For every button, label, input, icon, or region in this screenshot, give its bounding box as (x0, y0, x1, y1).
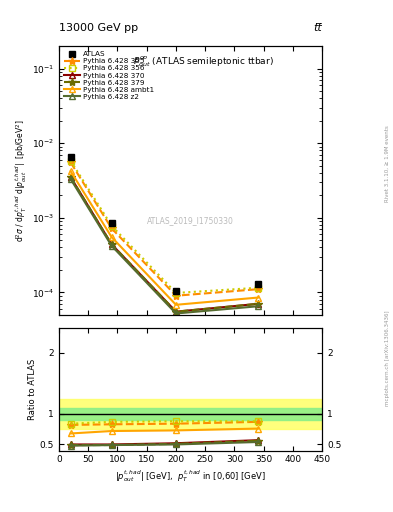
X-axis label: $|p_{out}^{t,had}|$ [GeV],  $p_T^{t,had}$ in [0,60] [GeV]: $|p_{out}^{t,had}|$ [GeV], $p_T^{t,had}$… (115, 468, 266, 484)
Text: mcplots.cern.ch [arXiv:1306.3436]: mcplots.cern.ch [arXiv:1306.3436] (385, 311, 389, 406)
Text: tt̅: tt̅ (314, 23, 322, 33)
Text: ATLAS_2019_I1750330: ATLAS_2019_I1750330 (147, 216, 234, 225)
Legend: ATLAS, Pythia 6.428 355, Pythia 6.428 356, Pythia 6.428 370, Pythia 6.428 379, P: ATLAS, Pythia 6.428 355, Pythia 6.428 35… (62, 50, 155, 101)
Y-axis label: d$^2\sigma$ / d$p_T^{t,had}$ d$|p_{out}^{t,had}|$  [pb/GeV$^2$]: d$^2\sigma$ / d$p_T^{t,had}$ d$|p_{out}^… (13, 119, 29, 242)
Text: 13000 GeV pp: 13000 GeV pp (59, 23, 138, 33)
Text: $P_{out}^{op}$ (ATLAS semileptonic ttbar): $P_{out}^{op}$ (ATLAS semileptonic ttbar… (133, 54, 274, 69)
Bar (59, 408, 322, 420)
Text: Rivet 3.1.10, ≥ 1.9M events: Rivet 3.1.10, ≥ 1.9M events (385, 125, 389, 202)
Y-axis label: Ratio to ATLAS: Ratio to ATLAS (28, 359, 37, 420)
Bar (59, 399, 322, 429)
